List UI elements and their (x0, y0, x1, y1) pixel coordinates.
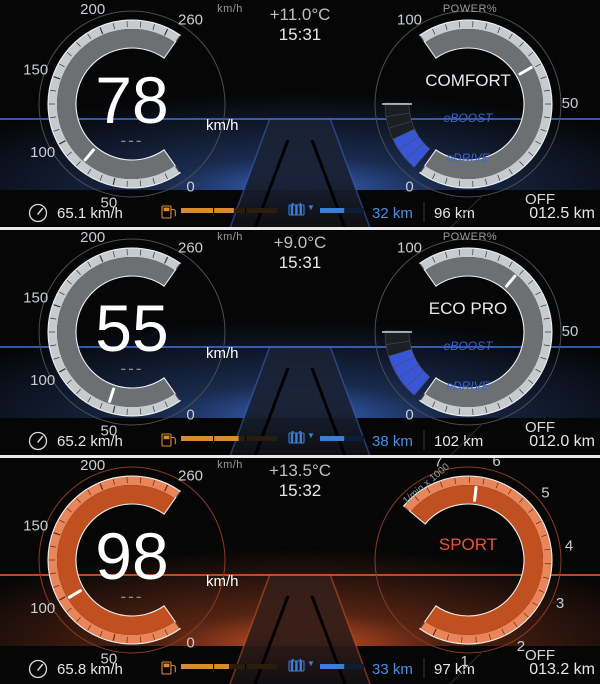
svg-text:+13.5°C: +13.5°C (269, 461, 331, 480)
svg-text:100: 100 (397, 11, 422, 28)
svg-text:▼: ▼ (307, 659, 315, 668)
svg-text:5: 5 (541, 485, 549, 502)
svg-text:▼: ▼ (307, 203, 315, 212)
svg-text:POWER%: POWER% (443, 231, 497, 243)
svg-text:260: 260 (178, 239, 203, 256)
svg-text:100: 100 (30, 372, 55, 389)
svg-text:km/h: km/h (206, 117, 239, 134)
svg-text:POWER%: POWER% (443, 3, 497, 15)
svg-text:150: 150 (23, 289, 48, 306)
svg-text:0: 0 (186, 179, 194, 196)
svg-text:eBOOST: eBOOST (444, 111, 494, 125)
svg-text:260: 260 (178, 11, 203, 28)
svg-text:km/h: km/h (217, 3, 243, 15)
svg-text:65.2 km/h: 65.2 km/h (57, 433, 123, 450)
svg-text:km/h: km/h (206, 573, 239, 590)
svg-text:100: 100 (30, 600, 55, 617)
svg-text:eBOOST: eBOOST (444, 339, 494, 353)
svg-text:0: 0 (405, 179, 413, 196)
svg-text:km/h: km/h (217, 231, 243, 243)
svg-text:200: 200 (80, 1, 105, 18)
svg-text:78: 78 (95, 63, 168, 137)
svg-text:km/h: km/h (206, 345, 239, 362)
svg-text:50: 50 (562, 95, 579, 112)
svg-text:65.8 km/h: 65.8 km/h (57, 661, 123, 678)
svg-text:0: 0 (186, 407, 194, 424)
svg-text:150: 150 (23, 517, 48, 534)
svg-text:97 km: 97 km (434, 661, 475, 678)
svg-text:3: 3 (556, 595, 564, 612)
svg-text:COMFORT: COMFORT (425, 71, 511, 90)
svg-text:15:31: 15:31 (279, 25, 322, 44)
svg-text:---: --- (121, 359, 144, 378)
svg-text:012.0 km: 012.0 km (529, 433, 595, 450)
svg-text:+11.0°C: +11.0°C (270, 5, 331, 24)
svg-text:65.1 km/h: 65.1 km/h (57, 205, 123, 222)
svg-text:15:32: 15:32 (279, 481, 322, 500)
svg-text:013.2 km: 013.2 km (529, 661, 595, 678)
svg-text:200: 200 (80, 457, 105, 474)
svg-text:▼: ▼ (307, 431, 315, 440)
svg-text:SPORT: SPORT (439, 535, 497, 554)
svg-text:eDRIVE: eDRIVE (446, 379, 490, 393)
svg-text:98: 98 (95, 519, 168, 593)
svg-text:100: 100 (397, 239, 422, 256)
svg-text:96 km: 96 km (434, 205, 475, 222)
svg-text:---: --- (121, 131, 144, 150)
svg-text:15:31: 15:31 (279, 253, 322, 272)
svg-text:38 km: 38 km (372, 433, 413, 450)
svg-text:6: 6 (492, 456, 500, 470)
svg-text:260: 260 (178, 467, 203, 484)
svg-text:100: 100 (30, 144, 55, 161)
svg-text:2: 2 (517, 638, 525, 655)
svg-text:4: 4 (565, 538, 573, 555)
svg-text:+9.0°C: +9.0°C (274, 233, 327, 252)
svg-text:200: 200 (80, 229, 105, 246)
svg-text:012.5 km: 012.5 km (529, 205, 595, 222)
svg-text:0: 0 (405, 407, 413, 424)
svg-text:150: 150 (23, 61, 48, 78)
svg-text:55: 55 (95, 291, 168, 365)
svg-text:km/h: km/h (217, 459, 243, 471)
svg-text:32 km: 32 km (372, 205, 413, 222)
svg-text:---: --- (121, 587, 144, 606)
svg-text:ECO PRO: ECO PRO (429, 299, 507, 318)
svg-text:33 km: 33 km (372, 661, 413, 678)
svg-text:50: 50 (562, 323, 579, 340)
svg-text:eDRIVE: eDRIVE (446, 151, 490, 165)
svg-text:0: 0 (186, 635, 194, 652)
